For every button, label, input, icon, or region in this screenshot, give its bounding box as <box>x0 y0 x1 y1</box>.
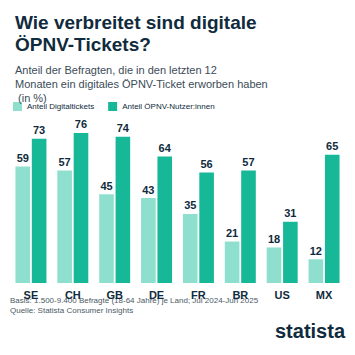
svg-text:(in %): (in %) <box>15 92 47 104</box>
svg-text:56: 56 <box>200 158 212 170</box>
svg-text:31: 31 <box>284 207 296 219</box>
svg-text:76: 76 <box>75 118 87 130</box>
svg-text:35: 35 <box>184 199 196 211</box>
svg-text:64: 64 <box>159 142 172 154</box>
svg-text:GB: GB <box>106 289 123 301</box>
svg-text:FR: FR <box>191 289 206 301</box>
svg-text:Basis: 1.500-9.400 Befragte (1: Basis: 1.500-9.400 Befragte (18-64 Jahre… <box>10 296 259 305</box>
svg-text:ÖPNV-Tickets?: ÖPNV-Tickets? <box>15 34 151 55</box>
svg-text:65: 65 <box>326 140 338 152</box>
svg-text:43: 43 <box>142 184 154 196</box>
svg-text:Anteil der Befragten, die in d: Anteil der Befragten, die in den letzten… <box>15 64 220 76</box>
svg-text:MX: MX <box>316 289 333 301</box>
svg-text:21: 21 <box>226 227 238 239</box>
svg-text:Monaten ein digitales ÖPNV-Tic: Monaten ein digitales ÖPNV-Ticket erworb… <box>15 78 268 90</box>
svg-text:Anteil ÖPNV-Nutzer:innen: Anteil ÖPNV-Nutzer:innen <box>122 102 215 111</box>
svg-text:DE: DE <box>149 289 164 301</box>
svg-text:SE: SE <box>24 289 39 301</box>
svg-text:57: 57 <box>242 156 254 168</box>
svg-text:Wie verbreitet sind digitale: Wie verbreitet sind digitale <box>15 12 262 33</box>
svg-text:57: 57 <box>59 156 71 168</box>
svg-text:12: 12 <box>310 245 322 257</box>
svg-text:Quelle: Statista Consumer Insi: Quelle: Statista Consumer Insights <box>10 306 133 315</box>
svg-text:59: 59 <box>17 152 29 164</box>
svg-text:74: 74 <box>117 122 130 134</box>
svg-text:BR: BR <box>232 289 248 301</box>
svg-text:Anteil Digitaltickets: Anteil Digitaltickets <box>27 102 95 111</box>
svg-text:statista: statista <box>275 320 346 342</box>
svg-text:US: US <box>275 289 290 301</box>
svg-text:CH: CH <box>65 289 81 301</box>
svg-text:18: 18 <box>268 233 280 245</box>
svg-text:73: 73 <box>33 124 45 136</box>
svg-text:45: 45 <box>100 180 112 192</box>
